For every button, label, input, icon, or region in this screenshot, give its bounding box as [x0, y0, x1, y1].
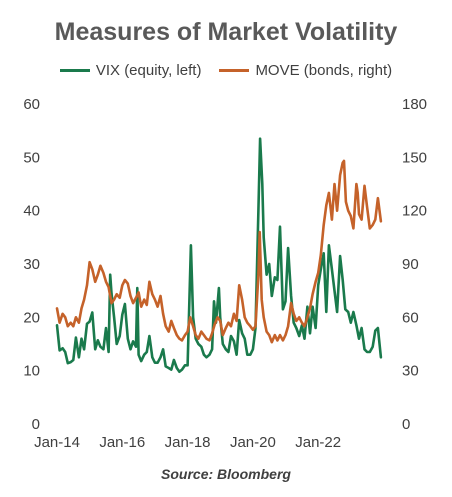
- left-axis-tick-label: 0: [32, 416, 40, 433]
- left-axis-tick-label: 10: [23, 363, 40, 380]
- vix-series-line: [55, 137, 383, 374]
- move-series-line: [55, 159, 383, 344]
- right-axis-tick-label: 90: [402, 256, 419, 273]
- left-axis-tick-label: 60: [23, 96, 40, 113]
- right-axis-tick-label: 0: [402, 416, 410, 433]
- right-axis-tick-label: 180: [402, 96, 427, 113]
- left-axis-tick-label: 40: [23, 203, 40, 220]
- legend-swatch-vix: [59, 69, 90, 72]
- left-axis-tick-label: 50: [23, 149, 40, 166]
- right-axis-tick-label: 30: [402, 363, 419, 380]
- x-axis-tick-label: Jan-18: [165, 434, 211, 451]
- x-axis-tick-label: Jan-22: [295, 434, 341, 451]
- right-axis-tick-label: 150: [402, 149, 427, 166]
- chart-title: Measures of Market Volatility: [54, 18, 398, 46]
- right-axis-tick-label: 120: [402, 203, 427, 220]
- legend-swatch-move: [219, 69, 250, 72]
- legend-item-move: MOVE (bonds, right): [219, 62, 392, 79]
- legend-label-move: MOVE (bonds, right): [255, 62, 393, 79]
- x-axis-tick-label: Jan-16: [99, 434, 145, 451]
- x-axis-tick-label: Jan-14: [34, 434, 80, 451]
- legend-item-vix: VIX (equity, left): [59, 62, 202, 79]
- chart-source: Source: Bloomberg: [161, 466, 291, 482]
- left-axis-tick-label: 30: [23, 256, 40, 273]
- left-axis-tick-label: 20: [23, 309, 40, 326]
- x-axis-tick-label: Jan-20: [230, 434, 276, 451]
- right-axis-tick-label: 60: [402, 309, 419, 326]
- chart-legend: VIX (equity, left) MOVE (bonds, right): [0, 62, 452, 79]
- legend-label-vix: VIX (equity, left): [95, 62, 202, 79]
